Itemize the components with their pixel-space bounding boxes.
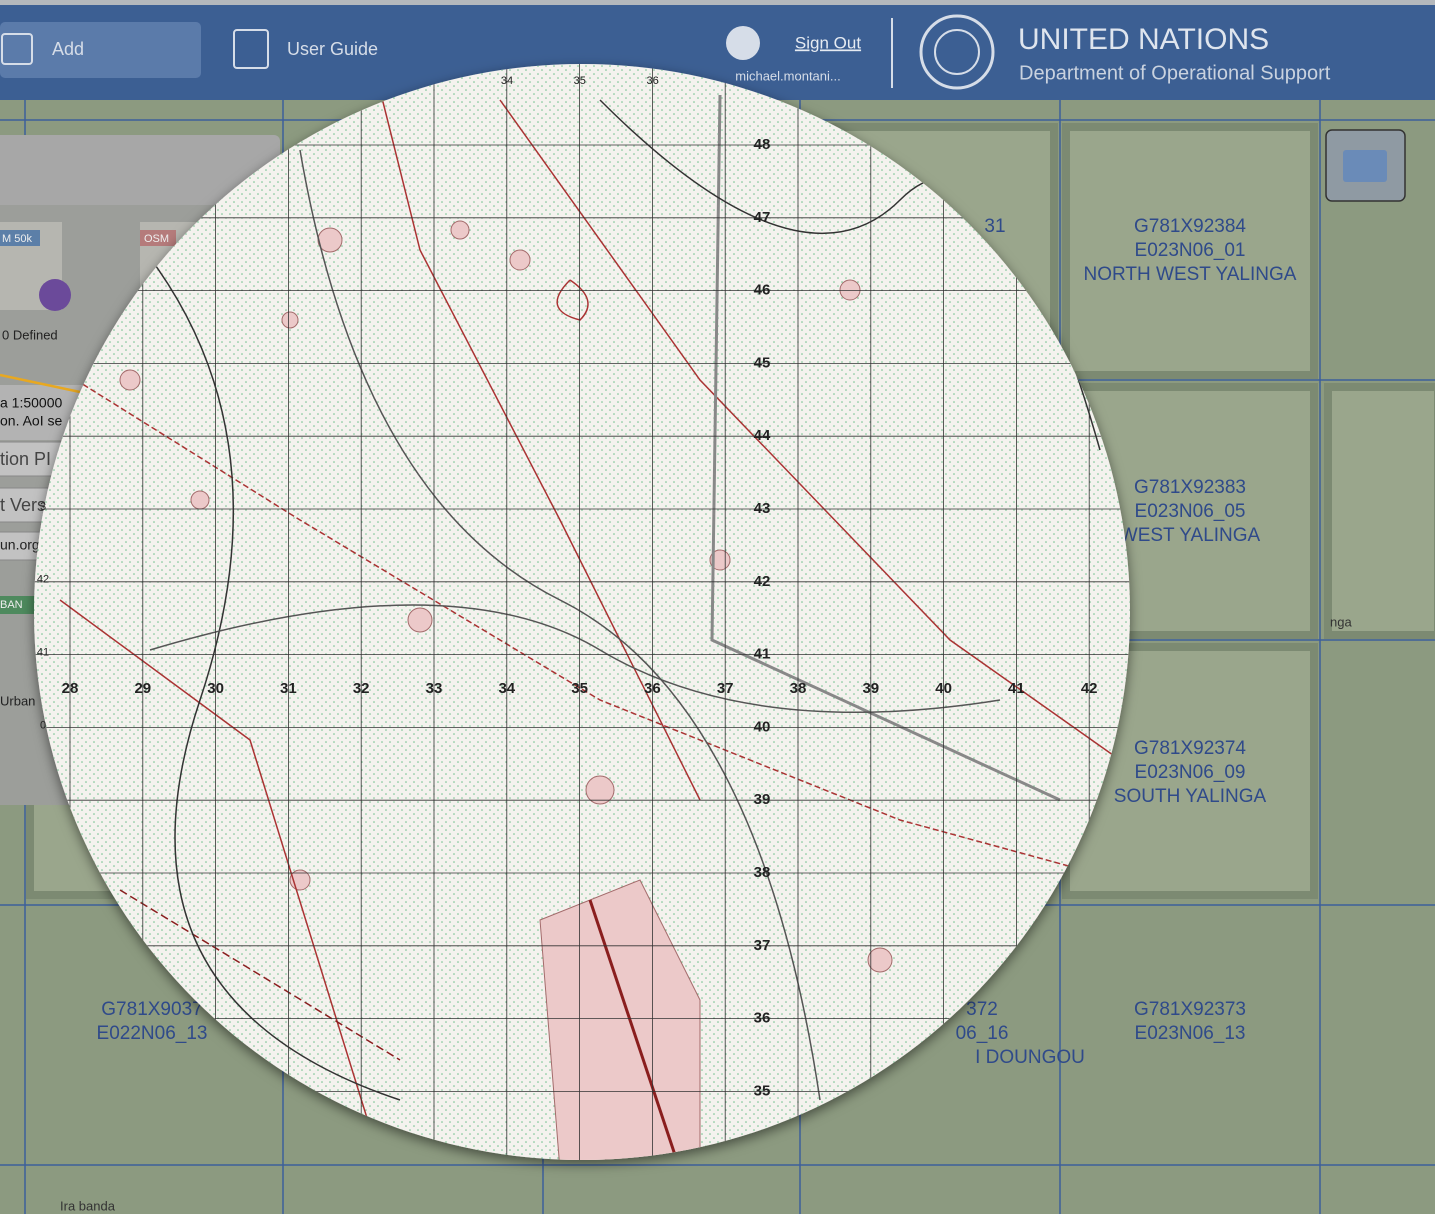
grid-label: 36 xyxy=(646,75,658,87)
tile-label: G781X92374 xyxy=(1134,738,1246,759)
grid-label: 38 xyxy=(790,680,807,697)
grid-label: 35 xyxy=(574,75,586,87)
grid-label: 39 xyxy=(862,680,879,697)
tile-label: E023N06_09 xyxy=(1135,762,1246,783)
tile-label: E023N06_01 xyxy=(1135,240,1246,261)
tile-label: 372 xyxy=(966,999,998,1020)
tag: Urban xyxy=(0,693,35,708)
description: on. AoI se xyxy=(0,413,62,429)
grid-label: 46 xyxy=(754,282,771,299)
grid-label: 41 xyxy=(37,647,49,659)
grid-label: 34 xyxy=(501,75,513,87)
grid-label: 28 xyxy=(62,680,79,697)
grid-label: 42 xyxy=(37,574,49,586)
grid-label: 40 xyxy=(935,680,952,697)
department: Department of Operational Support xyxy=(1019,62,1331,84)
grid-label: 37 xyxy=(754,937,771,954)
grid-label: 35 xyxy=(754,1082,771,1099)
magnified-map xyxy=(34,64,1130,1160)
grid-label: 39 xyxy=(754,791,771,808)
tile-label: G781X92383 xyxy=(1134,477,1246,498)
grid-label: 36 xyxy=(754,1010,771,1027)
badge: M 50k xyxy=(2,233,32,245)
sidebar-panel xyxy=(0,135,280,205)
tile-label: I DOUNGOU xyxy=(975,1047,1085,1068)
grid-label: 48 xyxy=(754,136,771,153)
tile-label: G781X92373 xyxy=(1134,999,1246,1020)
grid-label: 42 xyxy=(754,573,771,590)
grid-label: 29 xyxy=(134,680,151,697)
grid-label: 43 xyxy=(754,500,771,517)
place-label: nga xyxy=(1330,614,1352,629)
pointer-line xyxy=(0,373,81,394)
grid-label: 30 xyxy=(207,680,224,697)
un-logo xyxy=(919,14,995,90)
guide-icon xyxy=(233,29,269,69)
field[interactable]: un.org xyxy=(0,537,40,553)
grid-label: 37 xyxy=(717,680,734,697)
grid-label: 34 xyxy=(498,680,515,697)
add-label: Add xyxy=(52,39,84,59)
grid-label: 42 xyxy=(1081,680,1098,697)
tile-label: G781X92384 xyxy=(1134,216,1246,237)
tile-label: 31 xyxy=(984,216,1005,237)
edit-icon[interactable] xyxy=(39,279,71,311)
grid-label: 40 xyxy=(754,718,771,735)
sign-out[interactable]: Sign Out xyxy=(795,33,861,52)
field[interactable]: t Vers xyxy=(0,495,46,515)
layer-icon xyxy=(1343,150,1387,182)
grid-label: 44 xyxy=(754,427,771,444)
grid-label: 38 xyxy=(754,864,771,881)
grid-label: 33 xyxy=(426,680,443,697)
username: michael.montani... xyxy=(735,68,841,83)
description: a 1:50000 xyxy=(0,395,62,411)
tile-label: E023N06_13 xyxy=(1135,1023,1246,1044)
defined-count: 0 Defined xyxy=(2,327,58,342)
tag: BAN xyxy=(0,599,23,611)
grid-label: 47 xyxy=(754,209,771,226)
tile-label: SOUTH YALINGA xyxy=(1114,786,1267,807)
grid-label: 41 xyxy=(1008,680,1025,697)
tile-label: 06_16 xyxy=(956,1023,1009,1044)
grid-label: 45 xyxy=(754,354,771,371)
tile-label: G781X9037 xyxy=(101,999,202,1020)
tile-label: WEST YALINGA xyxy=(1120,525,1261,546)
grid-label: 0 xyxy=(40,719,46,731)
add-button[interactable] xyxy=(0,22,201,78)
user-guide[interactable]: User Guide xyxy=(287,39,378,59)
grid-label: 3 xyxy=(40,501,46,513)
tile-label: E022N06_13 xyxy=(97,1023,208,1044)
place-label: Ira banda xyxy=(60,1198,116,1213)
grid-label: 41 xyxy=(754,646,771,663)
badge: OSM xyxy=(144,233,169,245)
tile-label: NORTH WEST YALINGA xyxy=(1084,264,1297,285)
grid-label: 31 xyxy=(280,680,297,697)
grid-label: 35 xyxy=(571,680,588,697)
grid-label: 32 xyxy=(353,680,370,697)
avatar xyxy=(726,26,760,60)
grid-label: 36 xyxy=(644,680,661,697)
field[interactable]: tion PI xyxy=(0,449,51,469)
org-title: UNITED NATIONS xyxy=(1018,23,1269,56)
tile-label: E023N06_05 xyxy=(1135,501,1246,522)
